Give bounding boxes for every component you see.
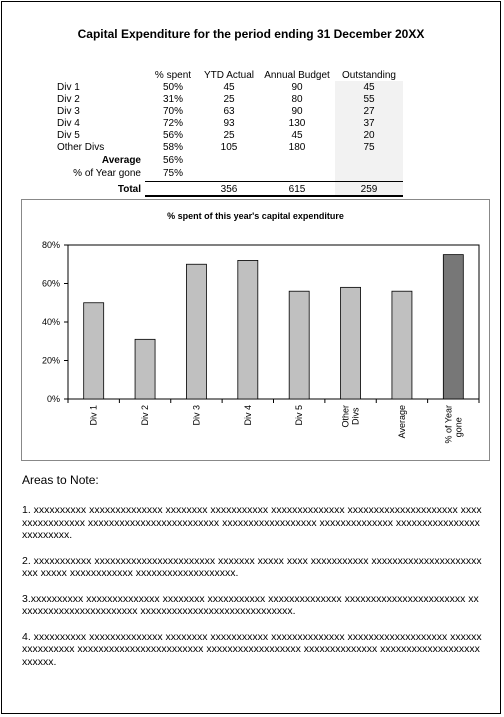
bar: [442, 254, 464, 400]
total-bottom-rule: [145, 195, 403, 197]
notes-heading: Areas to Note:: [22, 473, 99, 487]
row-budget: 130: [288, 118, 306, 129]
total-ytd: 356: [220, 184, 238, 195]
note-item: 3.xxxxxxxxxx xxxxxxxxxxxxxx xxxxxxxx xxx…: [22, 592, 479, 618]
row-spent: 31%: [162, 94, 183, 105]
row-label: Div 1: [57, 82, 80, 93]
total-budget: 615: [288, 184, 306, 195]
row-label: Div 3: [57, 106, 80, 117]
expenditure-table: % spent YTD Actual Annual Budget Outstan…: [2, 2, 500, 202]
y-tick-label: 40%: [42, 317, 60, 327]
header-spent: % spent: [154, 70, 192, 81]
row-outstanding: 75: [363, 142, 375, 153]
row-outstanding: 27: [363, 106, 375, 117]
x-tick-label: Div 1: [89, 405, 99, 426]
x-tick-label: % of Yeargone: [443, 405, 463, 444]
row-ytd: 45: [223, 82, 235, 93]
chart-title: % spent of this year's capital expenditu…: [167, 211, 344, 221]
bar-chart: 0% 20% 40% 60% 80% Div 1 Div 2 Div 3 Div 4 Div 5 O…: [42, 240, 480, 444]
bar: [340, 286, 361, 400]
total-top-rule: [145, 181, 403, 182]
year-gone-spent: 75%: [162, 168, 183, 179]
x-tick-label: Average: [397, 405, 407, 438]
row-label: Div 4: [57, 118, 80, 129]
plot-area: [67, 244, 480, 400]
x-tick-label: Div 2: [140, 405, 150, 426]
note-item: 4. xxxxxxxxxx xxxxxxxxxxxxxx xxxxxxxx xx…: [22, 630, 482, 668]
row-spent: 70%: [162, 106, 183, 117]
bar: [237, 260, 259, 400]
row-ytd: 63: [223, 106, 235, 117]
header-annual-budget: Annual Budget: [264, 70, 330, 81]
row-budget: 90: [291, 106, 303, 117]
header-outstanding: Outstanding: [342, 70, 396, 81]
row-label: Div 5: [57, 130, 80, 141]
total-outstanding: 259: [360, 184, 378, 195]
x-tick-label: Div 5: [294, 405, 304, 426]
row-ytd: 25: [223, 94, 235, 105]
row-ytd: 105: [220, 142, 238, 153]
bar: [391, 290, 413, 400]
average-spent: 56%: [162, 155, 183, 166]
row-spent: 56%: [162, 130, 183, 141]
row-spent: 50%: [162, 82, 183, 93]
row-outstanding: 55: [363, 94, 375, 105]
chart-container: % spent of this year's capital expenditu…: [21, 199, 490, 461]
y-tick-label: 0%: [47, 394, 60, 404]
x-tick-label: Div 3: [191, 405, 201, 426]
notes-section: Areas to Note: 1. xxxxxxxxxx xxxxxxxxxxx…: [22, 473, 482, 681]
row-budget: 180: [288, 142, 306, 153]
note-item: 1. xxxxxxxxxx xxxxxxxxxxxxxx xxxxxxxx xx…: [22, 504, 482, 541]
bar: [186, 263, 207, 400]
row-outstanding: 20: [363, 130, 375, 141]
note-item: 2. xxxxxxxxxxx xxxxxxxxxxxxxxxxxxxxxxx x…: [22, 554, 482, 580]
row-ytd: 93: [223, 118, 235, 129]
row-ytd: 25: [223, 130, 235, 141]
row-spent: 72%: [162, 118, 183, 129]
bar: [83, 302, 105, 400]
outstanding-column-shading: [335, 81, 403, 197]
total-label: Total: [117, 184, 141, 195]
row-label: Div 2: [57, 94, 80, 105]
row-budget: 90: [291, 82, 303, 93]
year-gone-label: % of Year gone: [73, 168, 141, 179]
y-tick-label: 60%: [42, 279, 60, 289]
bar: [288, 290, 310, 400]
x-tick-label: OtherDivs: [341, 405, 361, 428]
page-title: Capital Expenditure for the period endin…: [77, 27, 425, 41]
row-label: Other Divs: [57, 142, 105, 153]
row-outstanding: 45: [363, 82, 375, 93]
x-tick-label: Div 4: [243, 405, 253, 426]
bar: [134, 338, 156, 400]
y-tick-label: 80%: [42, 240, 60, 250]
row-outstanding: 37: [363, 118, 375, 129]
row-spent: 58%: [162, 142, 183, 153]
y-tick-label: 20%: [42, 356, 60, 366]
row-budget: 80: [291, 94, 303, 105]
average-label: Average: [101, 155, 141, 166]
row-budget: 45: [291, 130, 303, 141]
header-ytd-actual: YTD Actual: [203, 70, 255, 81]
